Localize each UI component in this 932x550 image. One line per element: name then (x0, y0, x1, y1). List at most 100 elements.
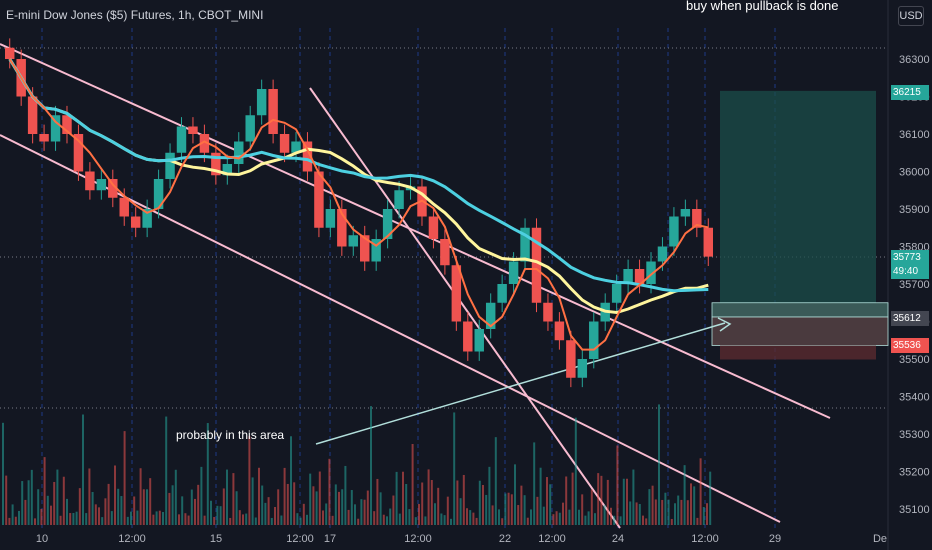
volume-bar (514, 464, 516, 525)
candle (199, 134, 210, 153)
candle (611, 284, 622, 303)
volume-bar (418, 503, 420, 525)
volume-bar (120, 496, 123, 525)
volume-bar (453, 412, 456, 525)
currency-button[interactable]: USD (898, 6, 924, 26)
volume-bar (8, 517, 11, 525)
candle (108, 179, 118, 198)
candle (268, 89, 278, 134)
volume-bar (597, 473, 600, 525)
volume-bar (370, 406, 372, 525)
candle (371, 239, 381, 262)
volume-bar (482, 485, 484, 525)
volume-bar (78, 488, 81, 525)
volume-bar (194, 498, 196, 525)
candle (360, 235, 370, 262)
volume-bar (520, 485, 523, 525)
y-tick-label: 35900 (899, 204, 930, 216)
volume-bar (446, 496, 449, 525)
volume-bar (94, 504, 97, 525)
volume-bar (27, 480, 30, 525)
volume-bar (152, 514, 155, 525)
volume-bar (568, 509, 571, 525)
y-tick-label: 36100 (899, 129, 930, 141)
volume-bar (651, 485, 654, 525)
support-arrow-line (315, 322, 726, 445)
y-tick-label: 35300 (899, 429, 930, 441)
volume-bar (216, 505, 219, 525)
x-tick-label: 17 (324, 533, 336, 545)
volume-bar (34, 518, 36, 525)
volume-bar (357, 518, 360, 525)
volume-bar (110, 511, 113, 525)
volume-bar (338, 491, 340, 525)
x-tick-label: 12:00 (404, 533, 432, 545)
candle (188, 126, 198, 134)
volume-bar (594, 513, 596, 525)
volume-bar (171, 485, 174, 525)
candle (497, 284, 507, 303)
candle (451, 265, 462, 322)
volume-bar (587, 511, 590, 525)
volume-bar (53, 481, 56, 525)
volume-bar (274, 507, 276, 525)
volume-bar (203, 515, 206, 525)
volume-bar (706, 503, 708, 525)
candle (657, 246, 668, 262)
volume-bar (677, 495, 680, 525)
volume-bar (283, 467, 286, 525)
volume-bar (523, 495, 526, 525)
volume-bar (696, 517, 699, 525)
volume-bar (24, 499, 27, 525)
candle (623, 269, 633, 284)
volume-bar (181, 496, 184, 525)
support-arrow-head (717, 317, 732, 332)
volume-bar (331, 515, 334, 525)
volume-bar (264, 502, 267, 525)
volume-bar (360, 499, 363, 525)
volume-bar (389, 508, 392, 525)
candle (314, 171, 324, 228)
x-tick-label: 12:00 (118, 533, 146, 545)
countdown-tag: 49:40 (891, 264, 929, 279)
volume-bar (251, 477, 254, 525)
volume-bar (187, 515, 190, 525)
volume-bar (344, 465, 347, 525)
volume-bar (267, 497, 270, 525)
volume-bar (565, 476, 568, 525)
volume-bar (610, 507, 612, 525)
candle (440, 239, 450, 266)
volume-bar (11, 504, 14, 525)
volume-bar (178, 514, 180, 525)
volume-bar (341, 489, 344, 525)
volume-bar (325, 503, 328, 525)
candle (302, 141, 313, 172)
volume-bar (56, 469, 59, 525)
volume-bar (293, 482, 296, 525)
volume-bar (530, 509, 532, 525)
volume-bar (674, 503, 676, 525)
volume-bar (414, 517, 417, 525)
volume-bar (350, 490, 353, 525)
volume-bar (392, 495, 395, 525)
volume-bar (395, 471, 398, 525)
volume-bar (142, 489, 145, 525)
x-tick-label: 10 (36, 533, 48, 545)
volume-bar (309, 473, 312, 525)
volume-bar (174, 469, 177, 525)
volume-bar (613, 515, 616, 525)
volume-bar (238, 510, 241, 525)
volume-bar (437, 487, 440, 525)
candle (428, 216, 439, 239)
candle (5, 47, 15, 59)
candle (85, 171, 95, 191)
volume-bar (315, 491, 318, 525)
candle (176, 126, 187, 153)
volume-bar (5, 475, 8, 525)
y-tick-label: 35500 (899, 354, 930, 366)
volume-bar (693, 486, 696, 525)
candle (474, 329, 484, 352)
volume-bar (296, 513, 299, 525)
pullback-zone (711, 302, 889, 318)
